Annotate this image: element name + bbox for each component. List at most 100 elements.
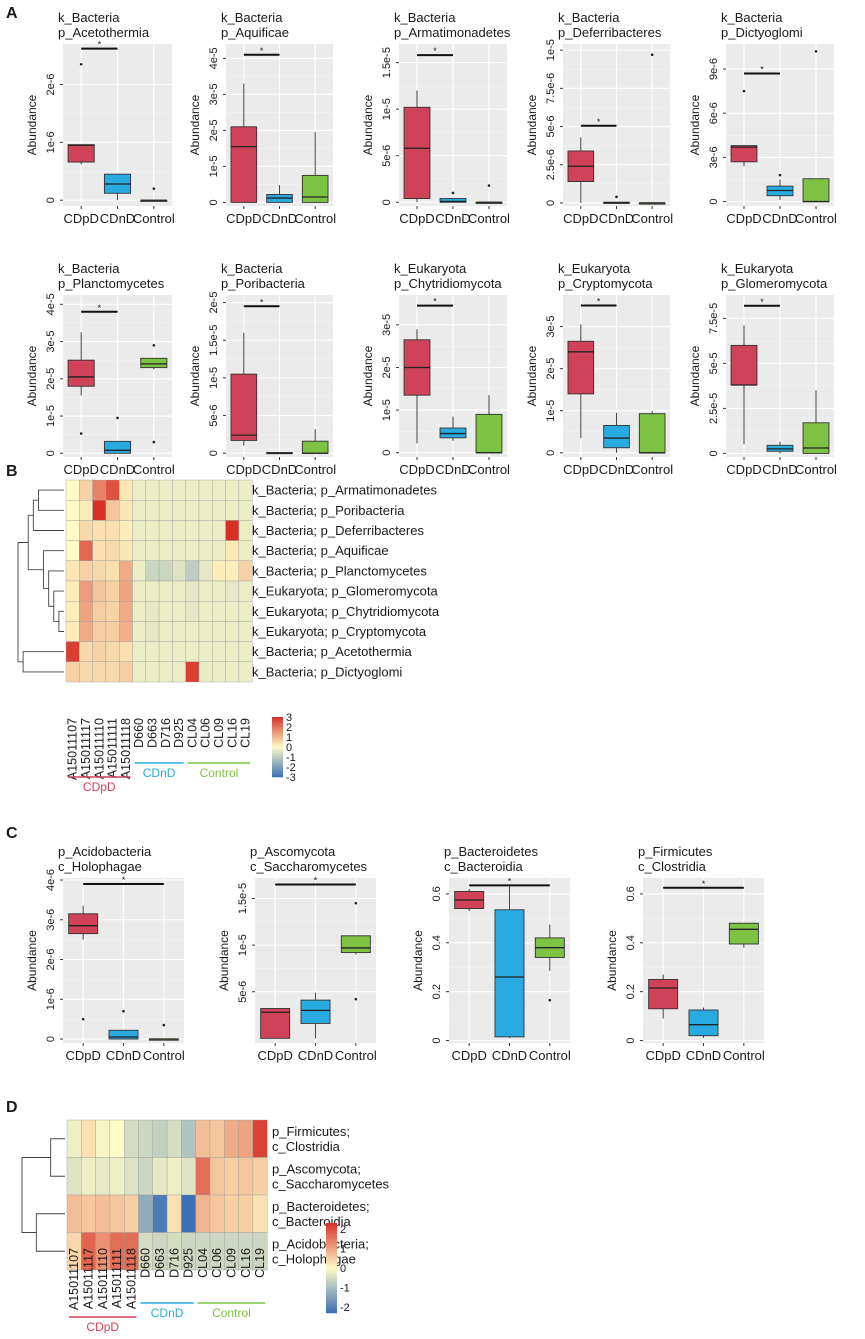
y-axis-label: Abundance: [25, 345, 39, 406]
legend-tick-label: 3: [286, 712, 292, 724]
legend-gradient-step: [272, 772, 283, 775]
box-Control: [301, 440, 329, 454]
y-tick-label: 2.5e-5: [708, 393, 720, 424]
heatmap-cell: [158, 560, 173, 582]
chart-title: p_Firmicutes: [638, 844, 713, 859]
y-axis-label: Abundance: [188, 94, 202, 155]
legend-gradient-step: [272, 774, 283, 776]
chart-subtitle: c_Clostridia: [638, 859, 707, 874]
y-tick-label: 0: [431, 1037, 443, 1043]
legend-gradient-step: [272, 723, 283, 725]
heatmap-cell: [158, 479, 173, 501]
heatmap-column-label: CL19: [239, 718, 253, 748]
y-tick-label: 2e-5: [545, 358, 557, 380]
box-CDnD: [103, 440, 132, 454]
heatmap-cell: [185, 540, 200, 561]
y-tick-label: 0.4: [625, 935, 637, 950]
legend-gradient-step: [326, 1270, 337, 1273]
heatmap-column-label: CL06: [199, 718, 213, 748]
x-tick-label: Control: [468, 462, 510, 477]
box-CDpD: [648, 978, 679, 1010]
heatmap-cell: [198, 580, 213, 602]
legend-gradient-step: [326, 1301, 337, 1305]
chart-title: k_Eukaryota: [394, 261, 467, 276]
heatmap-cell: [212, 560, 226, 582]
legend-gradient-step: [326, 1232, 337, 1235]
box-CDnD: [603, 424, 630, 449]
heatmap-column-label: A15011110: [92, 718, 106, 779]
y-tick-label: 2e-6: [45, 948, 57, 970]
heatmap-column-label: CL16: [239, 1248, 253, 1278]
group-label-CDnD: CDnD: [151, 1306, 184, 1320]
heatmap-cell: [92, 540, 107, 561]
chart-title: p_Bacteroidetes: [444, 844, 538, 859]
legend-gradient-step: [326, 1304, 337, 1307]
heatmap-column-label: CL19: [253, 1248, 267, 1278]
x-tick-label: CDnD: [762, 211, 797, 226]
heatmap-cell: [238, 520, 253, 541]
significance-star: *: [98, 40, 102, 50]
heatmap-cell: [172, 479, 186, 501]
legend-gradient-step: [272, 754, 283, 757]
heatmap-column-label: A15011111: [110, 1248, 124, 1308]
dendrogram-branch: [37, 489, 64, 511]
legend-gradient-step: [326, 1290, 337, 1294]
y-tick-label: 0: [625, 1037, 637, 1043]
heatmap-cell: [238, 540, 253, 561]
y-tick-label: 0: [381, 450, 393, 456]
legend-gradient-step: [272, 762, 283, 764]
group-label-CDpD: CDpD: [86, 1320, 119, 1334]
heatmap-cell: [92, 500, 107, 521]
heatmap-cell: [225, 479, 240, 501]
heatmap-cell: [158, 580, 173, 602]
dendrogram-branch: [17, 542, 29, 663]
legend-gradient-step: [326, 1250, 337, 1253]
x-tick-label: CDnD: [492, 1048, 527, 1063]
heatmap-row-label: p_Bacteroidetes;: [272, 1199, 370, 1214]
panel-label-d: D: [6, 1099, 18, 1116]
heatmap-cell: [138, 1157, 154, 1196]
y-tick-label: 6e-6: [708, 102, 720, 124]
legend-gradient-step: [326, 1288, 337, 1291]
x-tick-label: CDpD: [399, 211, 434, 226]
significance-star: *: [702, 879, 706, 889]
heatmap-cell: [252, 1157, 268, 1196]
heatmap-cell: [123, 1119, 139, 1158]
heatmap-cell: [195, 1194, 211, 1233]
outlier-point: [354, 901, 358, 905]
significance-star: *: [508, 876, 512, 886]
heatmap-cell: [172, 560, 186, 582]
legend-gradient-step: [272, 736, 283, 739]
heatmap-column-label: D660: [139, 1248, 153, 1278]
heatmap-cell: [198, 520, 213, 541]
chart-title: k_Bacteria: [58, 10, 120, 25]
heatmap-cell: [172, 621, 186, 642]
heatmap-cell: [158, 661, 173, 683]
legend-gradient-step: [326, 1243, 337, 1246]
box-CDnD: [494, 909, 525, 1038]
heatmap-row-label: p_Acidobacteria;: [272, 1236, 369, 1251]
y-tick-label: 0: [381, 199, 393, 205]
legend-gradient-step: [326, 1245, 337, 1249]
y-tick-label: 5e-6: [237, 981, 249, 1003]
heatmap-cell: [92, 641, 107, 662]
heatmap-cell: [225, 661, 240, 683]
x-tick-label: CDnD: [106, 1048, 141, 1063]
heatmap-column-label: A15011110: [96, 1248, 110, 1309]
legend-gradient-step: [272, 730, 283, 733]
heatmap-cell: [65, 580, 80, 602]
heatmap-cell: [118, 520, 133, 541]
y-tick-label: 0.2: [625, 984, 637, 999]
y-tick-label: 2e-5: [45, 368, 57, 390]
heatmap-cell: [65, 621, 80, 642]
heatmap-cell: [185, 641, 200, 662]
legend-gradient-step: [272, 717, 283, 719]
heatmap-cell: [172, 601, 186, 622]
legend-gradient-step: [326, 1259, 337, 1262]
box-CDnD: [688, 1009, 719, 1037]
outlier-point: [778, 173, 782, 177]
y-tick-label: 1e-5: [237, 934, 249, 956]
heatmap-cell: [145, 601, 160, 622]
y-axis-label: Abundance: [188, 345, 202, 406]
